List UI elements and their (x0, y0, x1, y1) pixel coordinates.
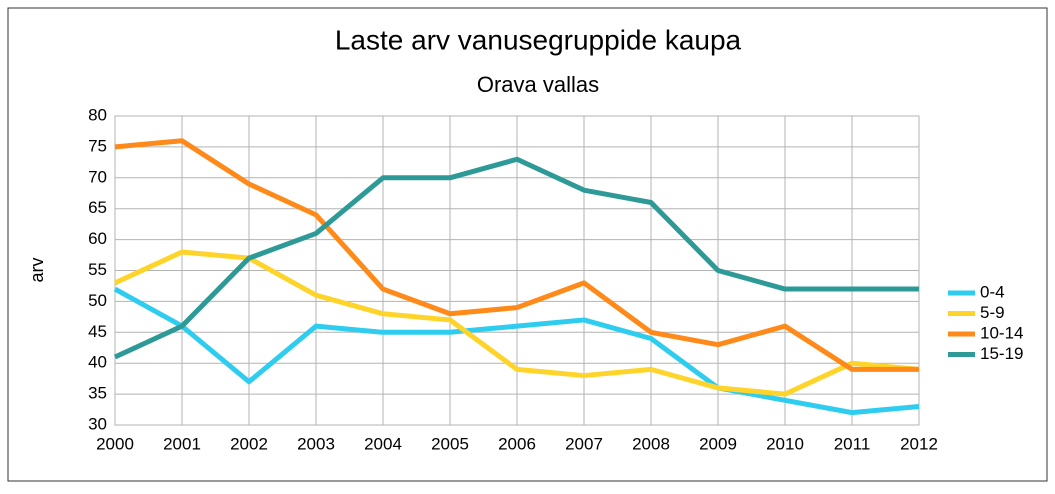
y-tick-label: 70 (88, 167, 107, 186)
y-tick-label: 35 (88, 384, 107, 403)
x-tick-label: 2003 (297, 434, 335, 453)
chart-title: Laste arv vanusegruppide kaupa (335, 24, 742, 55)
y-tick-label: 65 (88, 198, 107, 217)
x-tick-label: 2002 (230, 434, 268, 453)
x-tick-label: 2007 (565, 434, 603, 453)
series-line (113, 286, 920, 416)
x-tick-label: 2006 (498, 434, 536, 453)
x-tick-label: 2009 (699, 434, 737, 453)
x-tick-label: 2001 (163, 434, 201, 453)
x-tick-label: 2004 (364, 434, 402, 453)
x-tick-label: 2000 (96, 434, 134, 453)
legend-label: 15-19 (980, 344, 1023, 363)
y-tick-label: 60 (88, 229, 107, 248)
legend-label: 5-9 (980, 303, 1005, 322)
legend-label: 10-14 (980, 323, 1023, 342)
y-tick-label: 45 (88, 322, 107, 341)
series-line (113, 156, 919, 360)
x-tick-label: 2011 (834, 434, 871, 453)
chart-border (7, 7, 1048, 482)
y-tick-label: 40 (88, 353, 107, 372)
series-line (114, 138, 919, 372)
y-tick-label: 80 (88, 105, 107, 124)
x-tick-label: 2010 (766, 434, 804, 453)
y-tick-label: 50 (88, 291, 107, 310)
x-tick-label: 2005 (431, 434, 469, 453)
y-axis-label: arv (27, 257, 47, 282)
legend-label: 0-4 (980, 282, 1005, 301)
y-tick-label: 30 (88, 414, 107, 433)
plot-border (114, 115, 920, 426)
x-tick-label: 2012 (900, 434, 938, 453)
y-tick-label: 55 (88, 260, 107, 279)
x-tick-label: 2008 (632, 434, 670, 453)
y-tick-label: 75 (88, 136, 107, 155)
chart-subtitle: Orava vallas (477, 72, 599, 97)
